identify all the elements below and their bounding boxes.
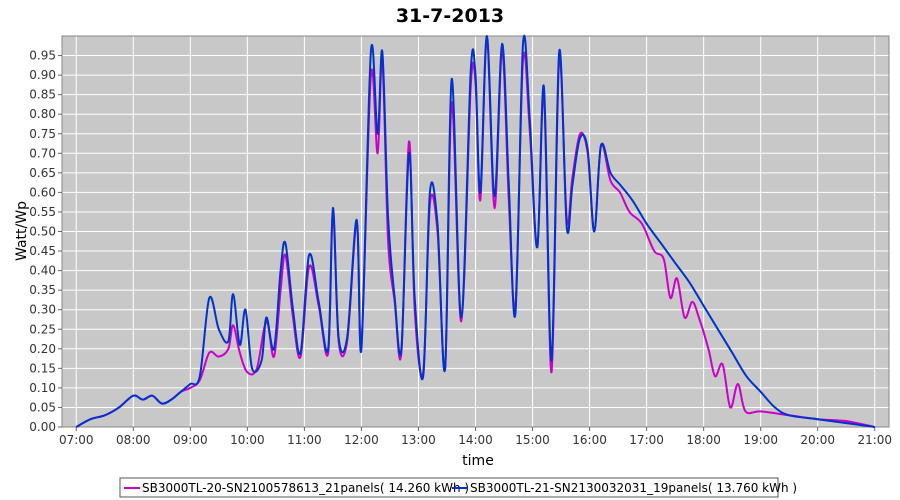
y-axis-ticks: 0.00 0.05 0.10 0.15 0.20 0.25 0.30 0.35 0.40 0.45… xyxy=(29,49,62,434)
x-tick-label: 15:00 xyxy=(515,433,550,447)
y-tick-label: 0.65 xyxy=(29,166,56,180)
y-tick-label: 0.00 xyxy=(29,420,56,434)
y-tick-label: 0.45 xyxy=(29,244,56,258)
x-tick-label: 14:00 xyxy=(458,433,493,447)
y-axis-label: Watt/Wp xyxy=(14,201,30,261)
series-line-2 xyxy=(75,34,875,428)
y-tick-label: 0.85 xyxy=(29,88,56,102)
x-tick-label: 16:00 xyxy=(572,433,607,447)
x-axis-label: time xyxy=(462,453,494,469)
x-tick-label: 18:00 xyxy=(686,433,721,447)
x-tick-label: 07:00 xyxy=(59,433,94,447)
x-tick-label: 10:00 xyxy=(230,433,265,447)
y-tick-label: 0.15 xyxy=(29,361,56,375)
x-tick-label: 17:00 xyxy=(629,433,664,447)
x-axis-ticks: 07:00 08:00 09:00 10:00 11:00 12:00 13:00 14:00… xyxy=(59,427,892,447)
legend-entry-series-1: SB3000TL-20-SN2100578613_21panels( 14.26… xyxy=(142,481,469,495)
legend-box xyxy=(119,477,779,498)
y-tick-label: 0.50 xyxy=(29,225,56,239)
legend-entry-series-2: SB3000TL-21-SN2130032031_19panels( 13.76… xyxy=(470,481,797,495)
x-tick-label: 08:00 xyxy=(116,433,151,447)
grid-lines xyxy=(61,35,890,428)
y-tick-label: 0.40 xyxy=(29,264,56,278)
x-tick-label: 12:00 xyxy=(344,433,379,447)
y-tick-label: 0.35 xyxy=(29,283,56,297)
y-tick-label: 0.30 xyxy=(29,303,56,317)
y-tick-label: 0.55 xyxy=(29,205,56,219)
x-tick-label: 21:00 xyxy=(857,433,892,447)
y-tick-label: 0.70 xyxy=(29,146,56,160)
y-tick-label: 0.60 xyxy=(29,185,56,199)
y-tick-label: 0.05 xyxy=(29,400,56,414)
y-tick-label: 0.95 xyxy=(29,49,56,63)
y-tick-label: 0.90 xyxy=(29,68,56,82)
x-tick-label: 19:00 xyxy=(743,433,778,447)
y-tick-label: 0.20 xyxy=(29,342,56,356)
y-tick-label: 0.25 xyxy=(29,322,56,336)
x-tick-label: 09:00 xyxy=(173,433,208,447)
y-tick-label: 0.10 xyxy=(29,381,56,395)
x-tick-label: 13:00 xyxy=(401,433,436,447)
chart-title: 31-7-2013 xyxy=(396,5,504,27)
x-tick-label: 11:00 xyxy=(287,433,322,447)
y-tick-label: 0.80 xyxy=(29,107,56,121)
y-tick-label: 0.75 xyxy=(29,127,56,141)
series-lines xyxy=(75,34,875,428)
legend: SB3000TL-20-SN2100578613_21panels( 14.26… xyxy=(119,477,797,498)
x-tick-label: 20:00 xyxy=(800,433,835,447)
